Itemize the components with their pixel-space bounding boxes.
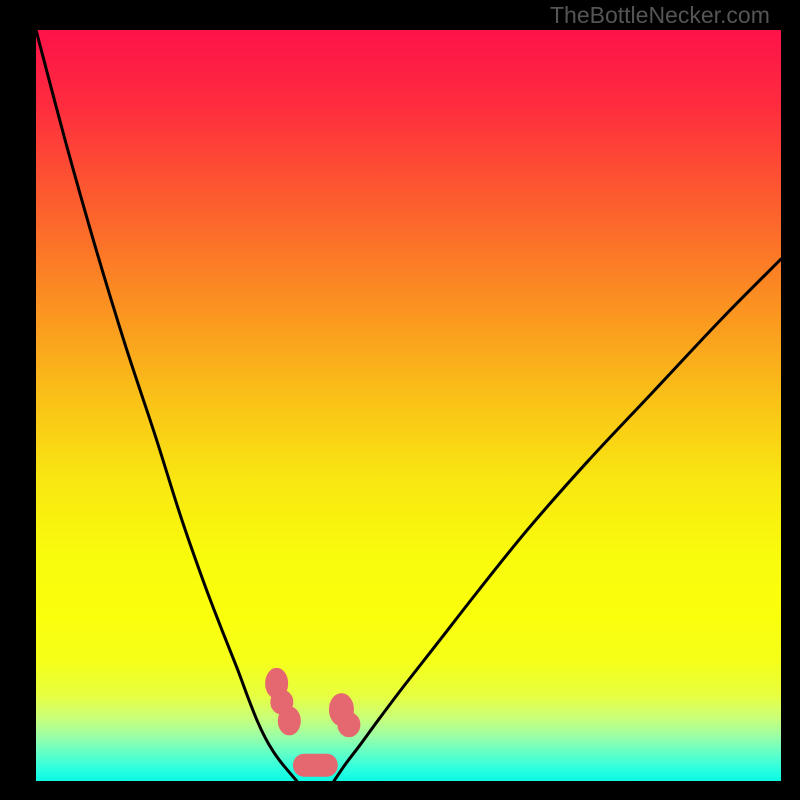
marker-left-2 bbox=[279, 708, 299, 734]
marker-bottom-bar bbox=[293, 754, 338, 777]
gradient-plot-area bbox=[36, 30, 781, 781]
marker-right-1 bbox=[339, 714, 359, 736]
gradient-background bbox=[36, 30, 781, 781]
watermark-text: TheBottleNecker.com bbox=[550, 2, 770, 29]
plot-svg bbox=[36, 30, 781, 781]
